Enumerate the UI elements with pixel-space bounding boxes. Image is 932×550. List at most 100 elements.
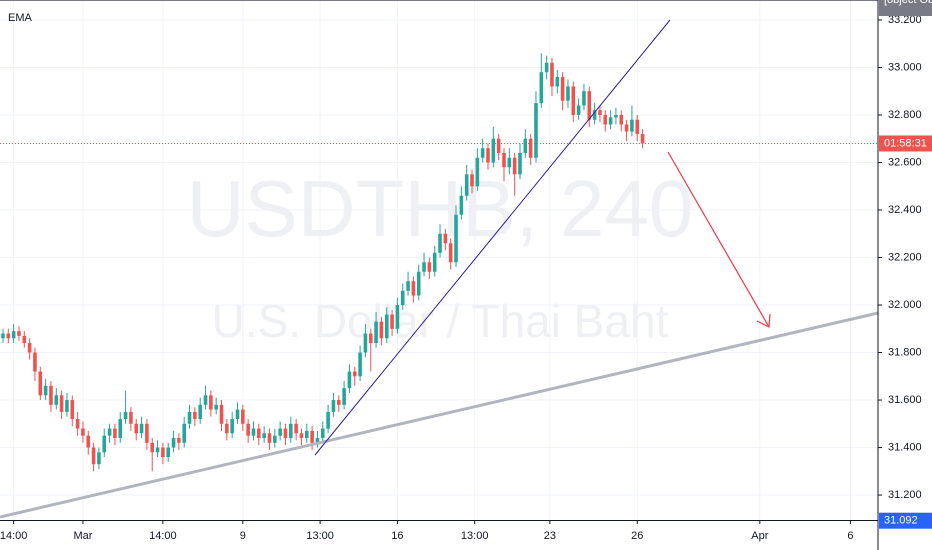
price-axis: [878, 0, 932, 550]
candle-body: [571, 86, 576, 115]
candle-body: [640, 133, 645, 144]
candle-body: [416, 271, 421, 296]
candle-body: [91, 447, 96, 465]
candle-body: [491, 138, 496, 163]
candle-body: [304, 430, 309, 439]
candle-body: [209, 395, 213, 410]
candle-body: [502, 152, 506, 168]
candle-body: [459, 195, 464, 215]
candle-body: [177, 438, 181, 443]
candle-body: [273, 435, 277, 443]
x-tick-label: Mar: [73, 530, 92, 542]
candle-body: [134, 423, 139, 434]
x-tick-label: 23: [544, 530, 556, 542]
x-tick-label: 13:00: [306, 530, 334, 542]
candle-body: [363, 333, 368, 353]
candle-body: [400, 290, 405, 306]
candle-body: [27, 343, 32, 353]
candle-body: [70, 400, 75, 420]
candle-body: [289, 423, 293, 439]
candle-body: [107, 428, 112, 436]
candle-body: [166, 447, 171, 458]
y-tick-label: 32.000: [888, 299, 922, 311]
x-tick-label: 13:00: [461, 530, 489, 542]
candle-body: [331, 400, 336, 412]
candle-body: [379, 321, 384, 339]
candle-body: [241, 409, 245, 424]
candle-body: [614, 114, 618, 118]
candle-body: [187, 411, 192, 424]
candle-body: [267, 433, 272, 443]
candle-body: [496, 138, 501, 153]
candle-body: [299, 433, 304, 439]
candle-body: [22, 335, 27, 344]
candle-body: [336, 400, 341, 405]
x-tick-label: 26: [631, 530, 643, 542]
candle-body: [198, 404, 202, 420]
time-axis: [0, 520, 878, 550]
candle-body: [219, 404, 224, 424]
candle-body: [257, 428, 261, 439]
candle-body: [406, 281, 410, 291]
marker-badge: [879, 512, 932, 529]
candle-body: [43, 385, 48, 396]
marker-label: 31.092: [884, 515, 918, 527]
y-tick-label: 31.800: [888, 346, 922, 358]
candle-body: [54, 395, 59, 405]
candle-body: [6, 333, 11, 339]
candle-body: [374, 321, 378, 344]
candle-body: [283, 428, 288, 439]
candle-body: [619, 114, 624, 125]
x-tick-label: 6: [847, 530, 853, 542]
y-tick-label: 33.000: [888, 61, 922, 73]
candle-body: [347, 371, 352, 389]
candle-body: [448, 243, 453, 263]
candle-body: [81, 428, 85, 436]
candle-body: [427, 262, 432, 272]
countdown-label: 01:58:31: [884, 137, 927, 149]
y-tick-label: 32.600: [888, 156, 922, 168]
candle-body: [598, 110, 602, 115]
candle-body: [587, 91, 592, 120]
candles: [1, 53, 645, 472]
candle-body: [358, 352, 362, 377]
candle-body: [235, 409, 240, 420]
candle-body: [422, 262, 426, 272]
levels: [0, 0, 878, 522]
candle-body: [246, 423, 250, 436]
y-tick-label: 31.400: [888, 441, 922, 453]
y-tick-label: 32.200: [888, 251, 922, 263]
candle-body: [123, 411, 128, 420]
candle-body: [193, 411, 197, 420]
candle-body: [560, 76, 565, 101]
candle-body: [384, 314, 389, 339]
candle-body: [528, 138, 533, 158]
candle-body: [395, 305, 400, 329]
candle-body: [86, 435, 91, 448]
candle-body: [97, 452, 101, 465]
candle-body: [582, 91, 586, 106]
projection-arrow: [667, 151, 771, 328]
candle-body: [171, 438, 176, 448]
x-tick-label: 9: [240, 530, 246, 542]
candle-body: [576, 105, 581, 115]
candle-body: [603, 114, 608, 125]
candle-body: [118, 419, 123, 439]
candle-body: [113, 428, 117, 439]
candle-body: [262, 433, 266, 439]
candle-body: [161, 447, 165, 458]
candle-body: [33, 352, 37, 372]
candle-body: [230, 419, 234, 434]
candle-body: [368, 333, 373, 344]
candle-body: [480, 148, 485, 158]
x-tick-label: Apr: [751, 530, 768, 542]
candle-body: [624, 124, 629, 132]
candle-body: [630, 119, 634, 132]
candle-body: [17, 331, 21, 336]
candle-body: [635, 119, 640, 134]
candle-body: [203, 395, 208, 405]
candle-body: [155, 447, 160, 453]
candle-body: [390, 314, 394, 329]
